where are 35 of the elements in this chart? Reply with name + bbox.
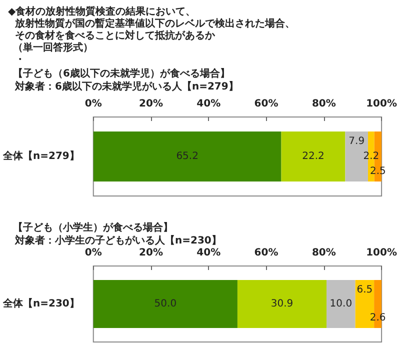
x-tick-label: 80% (312, 98, 336, 110)
data-label: 30.9 (270, 298, 294, 310)
x-tick-label: 0% (84, 248, 102, 258)
chart-title: ◆食材の放射性物質検査の結果において、 (8, 6, 196, 18)
x-tick-label: 80% (312, 248, 336, 258)
x-tick-label: 40% (196, 248, 221, 258)
x-tick-label: 0% (84, 98, 102, 110)
text: ・ (15, 54, 25, 66)
bar (326, 280, 356, 328)
chart-subtitle: 対象者：小学生の子どもがいる人【n=230】 (14, 234, 222, 246)
text: 放射性物質が国の暫定基準値以下のレベルで検出された場合、 (14, 18, 295, 30)
text: 【子ども（6歳以下の未就学児）が食べる場合】 (13, 68, 230, 80)
data-label: 50.0 (154, 298, 177, 310)
bar (93, 280, 238, 328)
bar (237, 280, 327, 328)
data-label: 65.2 (176, 151, 198, 162)
x-tick-label: 100% (366, 98, 398, 110)
x-tick-label: 40% (196, 98, 221, 110)
x-tick-label: 60% (254, 98, 278, 110)
data-label: 7.9 (348, 136, 365, 147)
y-tick-label: 全体【n=279】 (2, 150, 80, 162)
chart-title: 【子ども（小学生）が食べる場合】 (13, 222, 173, 234)
data-label: 10.0 (330, 298, 352, 310)
x-tick-label: 100% (366, 248, 398, 258)
y-tick-label: 全体【n=230】 (2, 298, 80, 310)
bar (281, 132, 346, 182)
text: 対象者：6歳以下の未就学児がいる人【n=279】 (14, 80, 238, 92)
x-tick-label: 20% (139, 248, 163, 258)
text: その食材を食べることに対して抵抗があるか (15, 30, 216, 42)
data-label: 22.2 (302, 151, 324, 162)
text: （単一回答形式） (13, 42, 93, 54)
x-tick-label: 20% (139, 98, 163, 110)
data-label: 6.5 (356, 284, 373, 296)
bar (93, 132, 282, 182)
x-tick-label: 60% (254, 248, 278, 258)
